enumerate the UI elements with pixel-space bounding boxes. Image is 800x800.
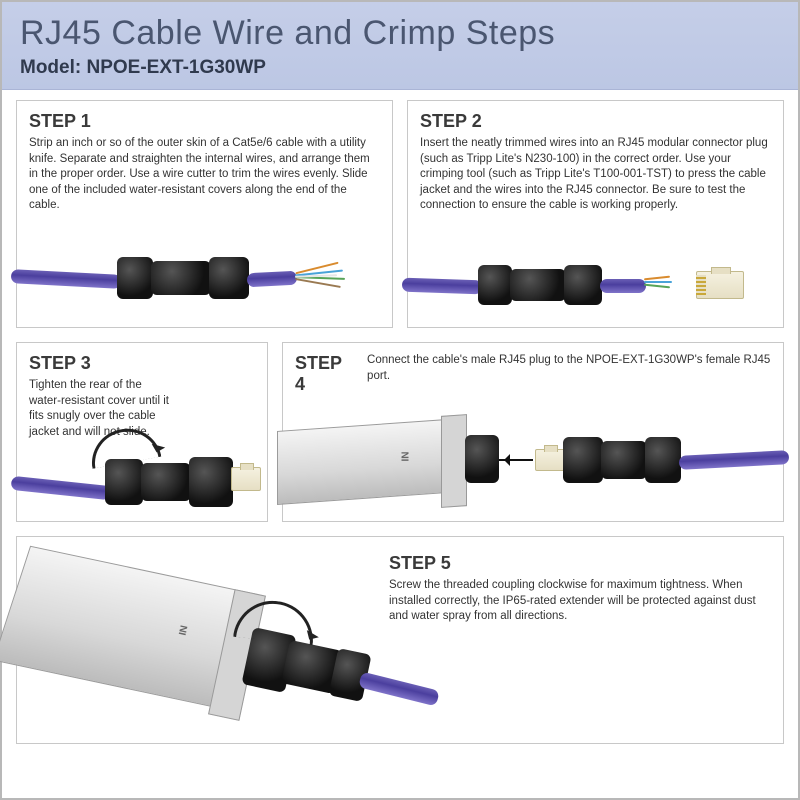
panel-step-1: STEP 1 Strip an inch or so of the outer … (16, 100, 393, 328)
step-4-desc: Connect the cable's male RJ45 plug to th… (367, 353, 771, 384)
row-2: STEP 3 Tighten the rear of the water-res… (16, 342, 784, 522)
panel-step-5: IN STEP 5 Screw the threaded coupling cl… (16, 536, 784, 744)
cable-segment (11, 476, 112, 500)
cable-segment (247, 271, 298, 288)
step-3-illustration (17, 411, 267, 521)
gland-nut-icon (478, 265, 512, 305)
gland-body-icon (510, 269, 566, 301)
device-in-label: IN (401, 452, 412, 462)
panel-step-2: STEP 2 Insert the neatly trimmed wires i… (407, 100, 784, 328)
wire-green-icon (644, 284, 670, 289)
step-5-desc: Screw the threaded coupling clockwise fo… (389, 578, 771, 625)
step-1-label: STEP 1 (29, 111, 380, 132)
device-in-label: IN (178, 624, 191, 636)
wire-blue-icon (644, 281, 672, 283)
row-3: IN STEP 5 Screw the threaded coupling cl… (16, 536, 784, 744)
wire-orange-icon (644, 276, 670, 281)
gland-body-icon (601, 441, 647, 479)
steps-grid: STEP 1 Strip an inch or so of the outer … (2, 90, 798, 744)
instruction-sheet: RJ45 Cable Wire and Crimp Steps Model: N… (0, 0, 800, 800)
panel-step-3: STEP 3 Tighten the rear of the water-res… (16, 342, 268, 522)
rotate-arrow-icon (87, 423, 162, 469)
step-2-desc: Insert the neatly trimmed wires into an … (420, 136, 771, 214)
device-flange-icon (441, 414, 467, 508)
step-3-label: STEP 3 (29, 353, 255, 374)
page-title: RJ45 Cable Wire and Crimp Steps (20, 14, 780, 53)
step-1-desc: Strip an inch or so of the outer skin of… (29, 136, 380, 214)
cable-segment (402, 278, 482, 295)
gland-front-icon (209, 257, 249, 299)
rj45-plug-icon (535, 449, 565, 471)
extender-device-icon (277, 419, 447, 505)
gland-front-icon (189, 457, 233, 507)
gland-nut-icon (105, 459, 143, 505)
cable-segment (358, 672, 439, 707)
gland-front-icon (564, 265, 602, 305)
row-1: STEP 1 Strip an inch or so of the outer … (16, 100, 784, 328)
step-5-illustration: IN (29, 547, 369, 737)
model-number: Model: NPOE-EXT-1G30WP (20, 57, 780, 79)
rj45-plug-icon (231, 467, 261, 491)
cable-segment (600, 279, 646, 293)
step-4-illustration: IN (283, 391, 783, 521)
step-2-illustration (408, 227, 783, 327)
step-1-illustration (17, 217, 392, 327)
gland-nut-icon (645, 437, 681, 483)
insert-arrow-icon (499, 459, 533, 461)
rj45-pins-icon (696, 275, 706, 295)
cable-segment (11, 269, 122, 289)
gland-body-icon (141, 463, 191, 501)
gland-nut-icon (117, 257, 153, 299)
panel-step-4: STEP 4 Connect the cable's male RJ45 plu… (282, 342, 784, 522)
cable-segment (679, 450, 790, 470)
header: RJ45 Cable Wire and Crimp Steps Model: N… (2, 2, 798, 90)
step-4-label: STEP 4 (295, 353, 353, 395)
device-port-icon (465, 435, 499, 483)
step-2-label: STEP 2 (420, 111, 771, 132)
gland-front-icon (563, 437, 603, 483)
step-5-label: STEP 5 (389, 553, 771, 574)
gland-body-icon (151, 261, 211, 295)
